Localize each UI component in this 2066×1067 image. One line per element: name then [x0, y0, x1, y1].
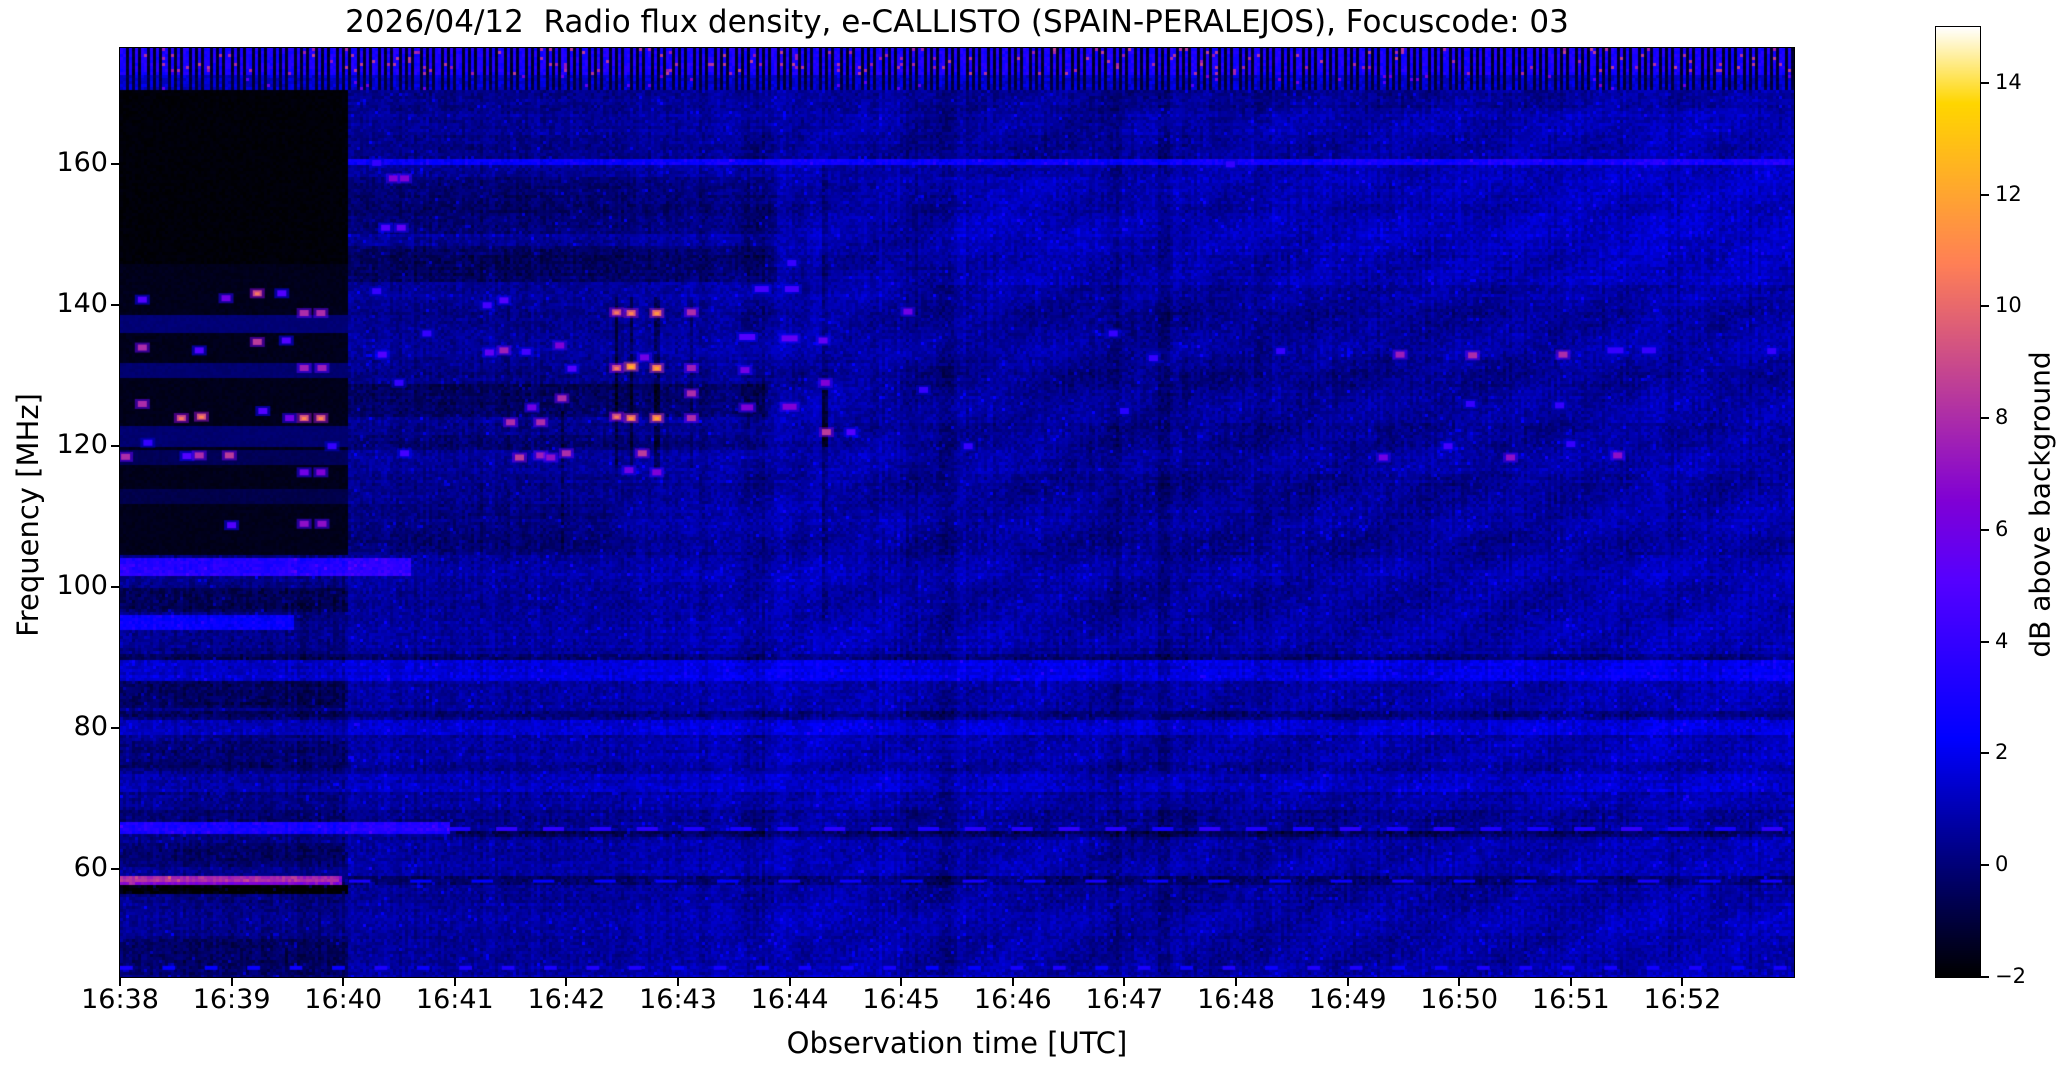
colorbar-tick-label: 6 — [1995, 516, 2009, 541]
colorbar-tick-mark — [1981, 193, 1989, 196]
y-tick-label: 120 — [56, 429, 108, 461]
colorbar-tick-mark — [1981, 640, 1989, 643]
x-tick-label: 16:44 — [750, 984, 829, 1015]
x-tick-label: 16:42 — [527, 984, 606, 1015]
colorbar-tick-mark — [1981, 305, 1989, 308]
colorbar-tick-mark — [1981, 81, 1989, 84]
y-tick-label: 100 — [56, 570, 108, 602]
colorbar-tick-label: 0 — [1995, 852, 2009, 877]
x-tick-mark — [1458, 977, 1461, 986]
x-tick-label: 16:41 — [415, 984, 494, 1015]
x-tick-label: 16:52 — [1643, 984, 1722, 1015]
colorbar — [1936, 27, 1980, 977]
x-tick-label: 16:46 — [973, 984, 1052, 1015]
x-tick-label: 16:40 — [304, 984, 383, 1015]
x-tick-mark — [788, 977, 791, 986]
colorbar-label: dB above background — [2023, 351, 2057, 658]
x-tick-mark — [1681, 977, 1684, 986]
x-axis-label: Observation time [UTC] — [786, 1026, 1128, 1060]
x-tick-label: 16:45 — [862, 984, 941, 1015]
x-tick-label: 16:48 — [1197, 984, 1275, 1015]
x-tick-mark — [1569, 977, 1572, 986]
colorbar-tick-label: 10 — [1995, 293, 2022, 318]
y-tick-mark — [111, 445, 120, 448]
y-tick-label: 160 — [56, 147, 108, 179]
x-tick-mark — [1011, 977, 1014, 986]
y-tick-label: 140 — [56, 288, 108, 320]
y-tick-mark — [111, 163, 120, 166]
colorbar-tick-mark — [1981, 752, 1989, 755]
y-tick-mark — [111, 868, 120, 871]
y-tick-mark — [111, 727, 120, 730]
colorbar-tick-mark — [1981, 864, 1989, 867]
x-tick-mark — [230, 977, 233, 986]
y-tick-label: 80 — [73, 711, 108, 743]
colorbar-tick-label: 8 — [1995, 405, 2009, 430]
x-tick-label: 16:47 — [1085, 984, 1164, 1015]
y-axis-label: Frequency [MHz] — [11, 393, 45, 637]
colorbar-tick-label: 14 — [1995, 69, 2022, 94]
colorbar-tick-mark — [1981, 528, 1989, 531]
x-tick-mark — [677, 977, 679, 986]
colorbar-tick-mark — [1981, 976, 1989, 978]
x-tick-label: 16:50 — [1420, 984, 1499, 1015]
y-tick-mark — [111, 304, 120, 307]
chart-title: 2026/04/12 Radio flux density, e-CALLIST… — [345, 4, 1569, 40]
colorbar-tick-mark — [1981, 417, 1989, 420]
x-tick-mark — [900, 977, 903, 986]
x-tick-mark — [1123, 977, 1126, 986]
x-tick-mark — [1346, 977, 1349, 986]
x-tick-mark — [119, 977, 121, 986]
x-tick-label: 16:51 — [1531, 984, 1610, 1015]
x-tick-mark — [342, 977, 345, 986]
x-tick-label: 16:49 — [1308, 984, 1387, 1015]
x-tick-label: 16:39 — [192, 984, 271, 1015]
x-tick-label: 16:43 — [639, 984, 717, 1015]
colorbar-tick-label: 4 — [1995, 628, 2009, 653]
y-tick-mark — [111, 586, 120, 589]
spectrogram-canvas — [120, 48, 1794, 977]
colorbar-tick-label: −2 — [1995, 964, 2026, 988]
colorbar-tick-label: 2 — [1995, 740, 2009, 765]
x-tick-label: 16:38 — [81, 984, 159, 1015]
x-tick-mark — [1235, 977, 1237, 986]
y-tick-label: 60 — [73, 852, 108, 884]
x-tick-mark — [565, 977, 568, 986]
x-tick-mark — [453, 977, 456, 986]
colorbar-tick-label: 12 — [1995, 181, 2022, 206]
